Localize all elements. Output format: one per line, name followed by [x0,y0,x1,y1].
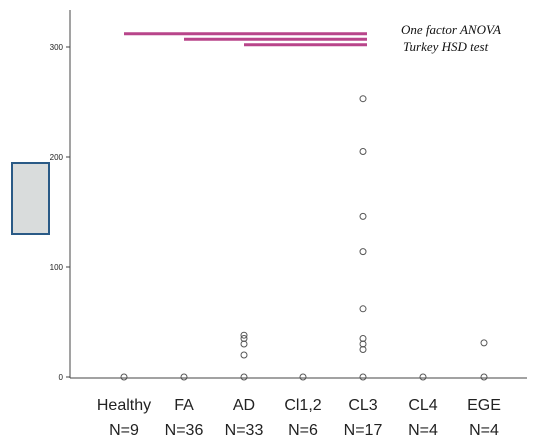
data-point [481,374,487,380]
data-point [360,96,366,102]
y-tick-label: 200 [50,153,64,162]
x-count-label: N=17 [344,422,383,439]
data-point [360,249,366,255]
y-tick-label: 100 [50,263,64,272]
x-category-label: EGE [467,397,501,414]
x-count-label: N=6 [288,422,318,439]
annotation-line-1: One factor ANOVA [401,22,501,37]
x-category-label: FA [174,397,194,414]
data-point [241,374,247,380]
x-category-label: AD [233,397,255,414]
data-point [241,352,247,358]
data-point [181,374,187,380]
y-tick-label: 300 [50,43,64,52]
data-point [360,374,366,380]
x-category-label: CL3 [348,397,377,414]
y-ticks-group: 0 100 200 300 [50,43,70,382]
data-point [420,374,426,380]
x-count-label: N=33 [225,422,264,439]
x-category-label: Cl1,2 [284,397,321,414]
x-count-label: N=9 [109,422,139,439]
x-category-label: Healthy [97,397,151,414]
x-count-label: N=4 [408,422,438,439]
significance-bars-group [124,34,367,45]
x-category-label: CL4 [408,397,437,414]
data-point [360,213,366,219]
data-point [121,374,127,380]
x-count-label: N=36 [165,422,204,439]
x-count-label: N=4 [469,422,499,439]
y-tick-label: 0 [59,373,64,382]
x-labels-group: Healthy N=9 FA N=36 AD N=33 Cl1,2 N=6 CL3 N=17 CL4… [97,397,501,439]
legend-swatch [11,162,50,235]
data-points-group [121,96,487,380]
data-point [300,374,306,380]
data-point [360,149,366,155]
data-point [481,340,487,346]
annotation-line-2: Turkey HSD test [403,39,489,54]
data-point [360,306,366,312]
